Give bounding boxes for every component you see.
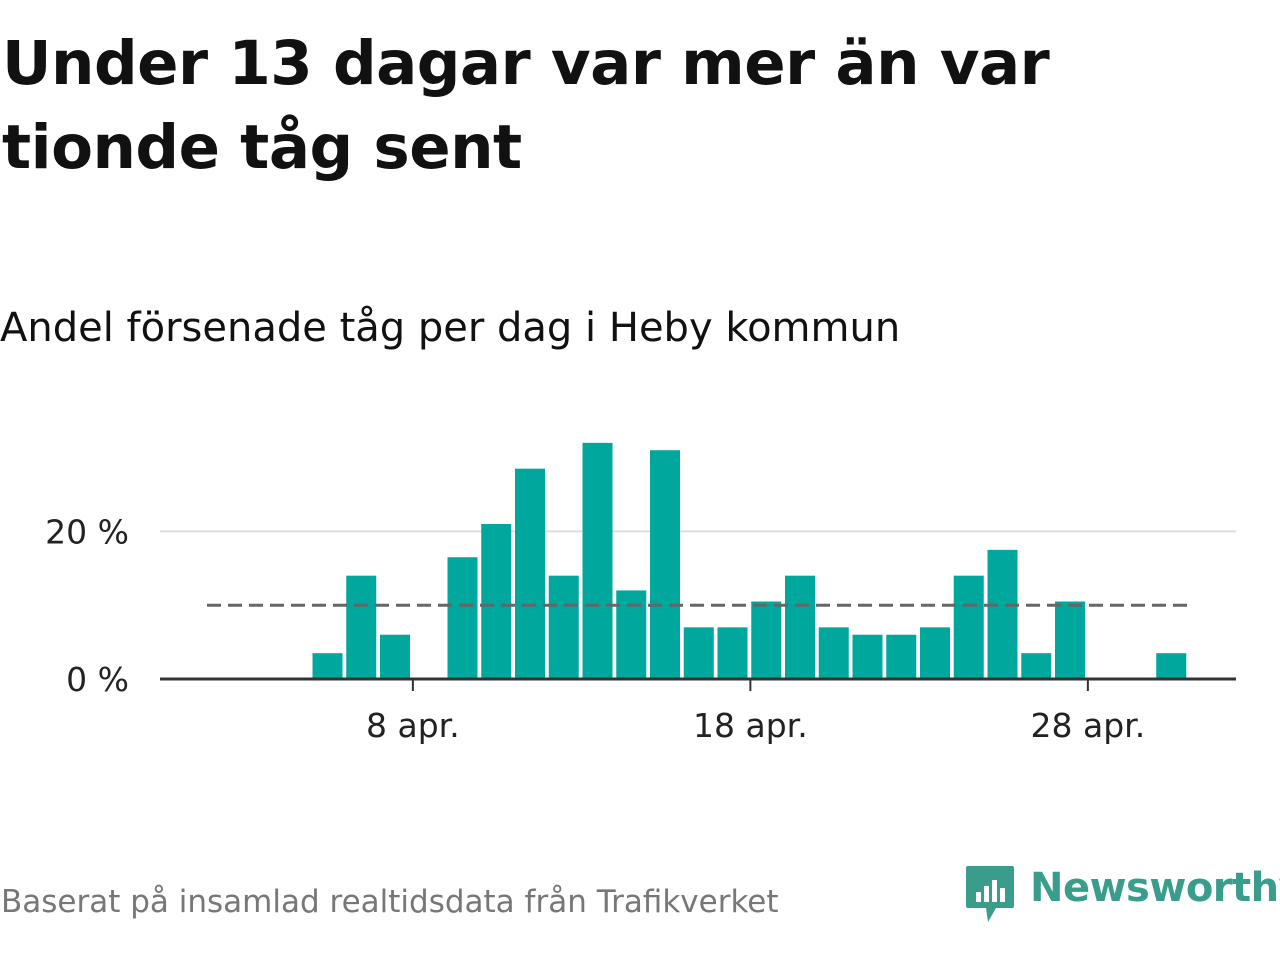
bar xyxy=(920,627,950,679)
y-tick-label: 0 % xyxy=(66,660,129,699)
x-tick-label: 28 apr. xyxy=(1031,706,1146,745)
bar xyxy=(447,557,478,679)
bar xyxy=(987,549,1018,679)
bar xyxy=(380,634,410,679)
bar xyxy=(1055,601,1085,679)
newsworthy-logo: Newsworthy xyxy=(964,864,1280,928)
logo-wordmark: Newsworthy xyxy=(1030,865,1280,911)
bar xyxy=(751,601,782,679)
bar xyxy=(582,442,613,679)
chart-title: Under 13 dagar var mer än var tionde tåg… xyxy=(2,28,1050,183)
bar xyxy=(1021,653,1052,679)
bar xyxy=(515,468,545,679)
y-tick-label: 20 % xyxy=(45,512,129,551)
bar xyxy=(683,627,714,679)
bar xyxy=(953,575,984,679)
bar xyxy=(650,450,680,679)
bar xyxy=(886,634,917,679)
bar xyxy=(852,634,883,679)
axis-layer: 0 % 20 % 8 apr. 18 apr. 28 apr. xyxy=(45,512,1236,745)
bar-chart: 0 % 20 % 8 apr. 18 apr. 28 apr. xyxy=(45,442,1236,745)
bar xyxy=(818,627,849,679)
newsworthy-logo-icon xyxy=(966,866,1014,922)
bar xyxy=(548,575,579,679)
source-note: Baserat på insamlad realtidsdata från Tr… xyxy=(1,884,779,920)
x-tick-label: 18 apr. xyxy=(693,706,808,745)
bar-layer xyxy=(312,442,1187,679)
chart-subtitle: Andel försenade tåg per dag i Heby kommu… xyxy=(0,305,901,351)
bar xyxy=(717,627,748,679)
bar xyxy=(312,653,343,679)
x-tick-label: 8 apr. xyxy=(366,706,460,745)
bar xyxy=(346,575,377,679)
bar xyxy=(785,575,815,679)
bar xyxy=(481,524,512,679)
bar xyxy=(1156,653,1187,679)
